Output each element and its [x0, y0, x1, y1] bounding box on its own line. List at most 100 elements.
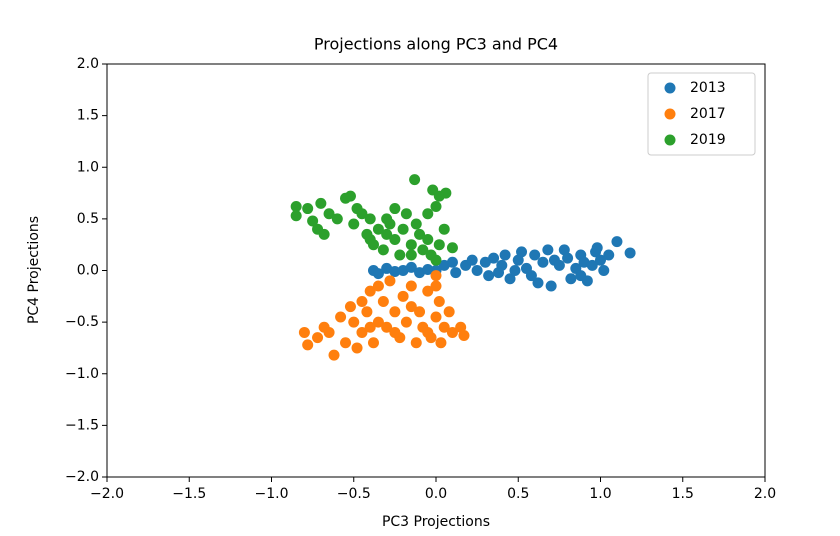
point [611, 236, 623, 248]
point [400, 316, 412, 328]
point [422, 234, 434, 246]
point [381, 228, 393, 240]
point [312, 332, 324, 344]
point [483, 270, 495, 282]
x-tick-label: 1.0 [589, 486, 611, 502]
point [430, 270, 442, 282]
point [389, 266, 401, 278]
point [430, 200, 442, 212]
point [331, 213, 343, 225]
x-tick-label: −1.5 [172, 486, 206, 502]
point [348, 316, 360, 328]
point [438, 223, 450, 235]
point [405, 280, 417, 292]
point [372, 268, 384, 280]
y-tick-label: −0.5 [65, 314, 99, 330]
point [344, 190, 356, 202]
point [532, 277, 544, 289]
point [381, 213, 393, 225]
x-tick-label: 0.0 [425, 486, 447, 502]
point [364, 285, 376, 297]
point [591, 242, 603, 254]
point [372, 280, 384, 292]
plot-frame [106, 63, 766, 478]
point [344, 301, 356, 313]
x-tick-label: −1.0 [255, 486, 289, 502]
point [440, 187, 452, 199]
point [433, 239, 445, 251]
point [389, 306, 401, 318]
point [565, 273, 577, 285]
chart-title: Projections along PC3 and PC4 [314, 35, 558, 54]
point [290, 210, 302, 222]
point [384, 275, 396, 287]
point [435, 337, 447, 349]
point [377, 244, 389, 256]
point [356, 208, 368, 220]
x-tick-label: 0.5 [507, 486, 529, 502]
point [430, 280, 442, 292]
point [488, 252, 500, 264]
point [529, 249, 541, 261]
point [318, 228, 330, 240]
point [430, 311, 442, 323]
point [389, 234, 401, 246]
point [414, 306, 426, 318]
point [450, 267, 462, 279]
point [493, 267, 505, 279]
point [443, 306, 455, 318]
legend-label: 2019 [690, 132, 726, 148]
legend-label: 2017 [690, 106, 726, 122]
y-tick-label: −2.0 [65, 469, 99, 485]
point [367, 337, 379, 349]
point [405, 261, 417, 273]
point [405, 239, 417, 251]
point [422, 263, 434, 275]
point [446, 242, 458, 254]
point [364, 321, 376, 333]
point [410, 337, 422, 349]
legend-marker [664, 108, 676, 120]
point [586, 259, 598, 271]
point [323, 208, 335, 220]
point [351, 342, 363, 354]
point [504, 273, 516, 285]
point [302, 339, 314, 351]
y-tick-label: −1.0 [65, 366, 99, 382]
point [298, 326, 310, 338]
point [466, 254, 478, 266]
x-axis-label: PC3 Projections [382, 514, 490, 530]
point [410, 218, 422, 230]
point [516, 246, 528, 258]
point [537, 256, 549, 268]
point [446, 256, 458, 268]
point [512, 254, 524, 266]
point [471, 265, 483, 276]
point [598, 265, 610, 276]
point [372, 316, 384, 328]
point [400, 208, 412, 220]
point [542, 244, 554, 256]
point [438, 321, 450, 333]
point [394, 249, 406, 261]
point [422, 208, 434, 220]
y-tick-label: 0.5 [77, 211, 99, 227]
x-tick-label: −2.0 [90, 486, 124, 502]
point [624, 247, 636, 259]
point [409, 174, 421, 186]
legend-marker [664, 82, 676, 94]
x-tick-label: 1.5 [672, 486, 694, 502]
point [458, 330, 470, 342]
point [446, 326, 458, 338]
point [381, 321, 393, 333]
y-tick-label: 0.0 [77, 263, 99, 279]
point [417, 244, 429, 256]
point [356, 326, 368, 338]
point [499, 249, 511, 261]
point [553, 259, 565, 271]
y-tick-label: 1.0 [77, 159, 99, 175]
point [414, 228, 426, 240]
legend-marker [664, 134, 676, 146]
point [397, 223, 409, 235]
